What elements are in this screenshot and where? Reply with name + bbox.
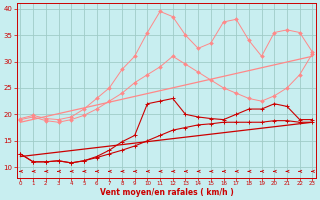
X-axis label: Vent moyen/en rafales ( km/h ): Vent moyen/en rafales ( km/h )	[100, 188, 233, 197]
